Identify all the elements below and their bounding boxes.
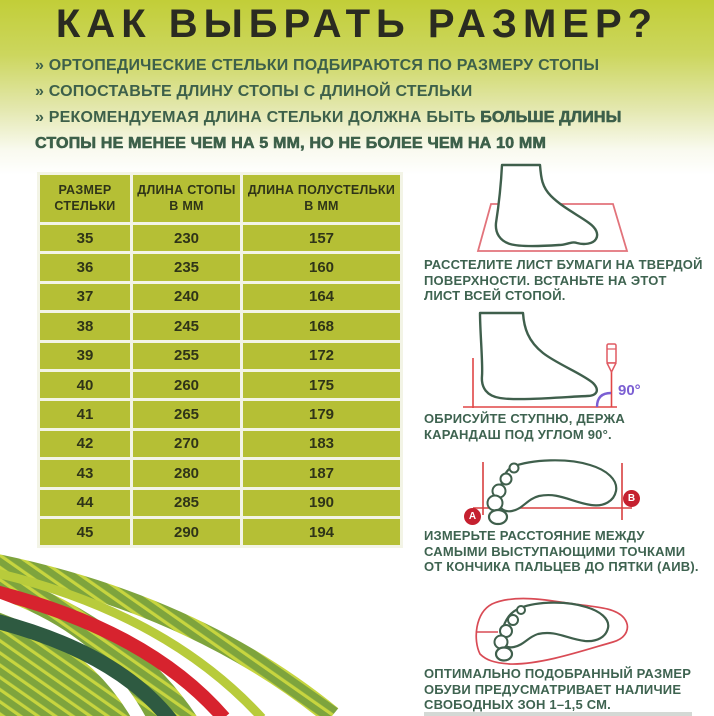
table-cell: 280 xyxy=(130,457,243,490)
table-cell: 45 xyxy=(37,515,133,549)
table-cell: 230 xyxy=(130,221,243,255)
table-cell: 157 xyxy=(240,221,403,255)
table-cell: 42 xyxy=(37,427,133,461)
instruction-caption-4: ОПТИМАЛЬНО ПОДОБРАННЫЙ РАЗМЕР ОБУВИ ПРЕД… xyxy=(424,666,692,712)
bullet-marker: » xyxy=(35,109,45,126)
table-row: 37 240 164 xyxy=(37,280,403,314)
footprint-measure-illustration: А В xyxy=(440,450,670,535)
column-header-insole-size: РАЗМЕР СТЕЛЬКИ xyxy=(37,172,133,225)
table-cell: 36 xyxy=(37,251,133,284)
table-row: 38 245 168 xyxy=(37,310,403,343)
table-row: 40 260 175 xyxy=(37,368,403,402)
table-row: 42 270 183 xyxy=(37,427,403,461)
table-cell: 265 xyxy=(130,398,243,431)
table-cell: 37 xyxy=(37,280,133,314)
table-cell: 255 xyxy=(130,339,243,372)
table-cell: 235 xyxy=(130,251,243,284)
table-cell: 38 xyxy=(37,310,133,343)
table-cell: 175 xyxy=(240,368,403,402)
table-row: 39 255 172 xyxy=(37,339,403,372)
table-row: 44 285 190 xyxy=(37,486,403,519)
table-cell: 290 xyxy=(130,515,243,549)
bullet-marker: » xyxy=(35,57,45,74)
table-row: 45 290 194 xyxy=(37,515,403,549)
instruction-caption-2: ОБРИСУЙТЕ СТУПНЮ, ДЕРЖА КАРАНДАШ ПОД УГЛ… xyxy=(424,411,625,442)
table-cell: 194 xyxy=(240,515,403,549)
foot-pencil-icon xyxy=(463,311,617,408)
page-title: КАК ВЫБРАТЬ РАЗМЕР? xyxy=(55,2,659,46)
bullet-item: » РЕКОМЕНДУЕМАЯ ДЛИНА СТЕЛЬКИ ДОЛЖНА БЫТ… xyxy=(35,105,635,157)
bullet-text: ОРТОПЕДИЧЕСКИЕ СТЕЛЬКИ ПОДБИРАЮТСЯ ПО РА… xyxy=(48,57,600,74)
instruction-caption-1: РАССТЕЛИТЕ ЛИСТ БУМАГИ НА ТВЕРДОЙ ПОВЕРХ… xyxy=(424,257,703,303)
table-cell: 160 xyxy=(240,251,403,284)
swoosh-decoration xyxy=(0,554,339,716)
table-cell: 168 xyxy=(240,310,403,343)
foot-pencil-illustration: 90° xyxy=(440,300,660,415)
table-cell: 187 xyxy=(240,457,403,490)
angle-90-label: 90° xyxy=(618,382,641,399)
bullet-text: РЕКОМЕНДУЕМАЯ ДЛИНА СТЕЛЬКИ ДОЛЖНА БЫТЬ xyxy=(48,109,481,126)
column-header-foot-length: ДЛИНА СТОПЫ В ММ xyxy=(130,172,243,225)
bullet-item: » ОРТОПЕДИЧЕСКИЕ СТЕЛЬКИ ПОДБИРАЮТСЯ ПО … xyxy=(35,53,635,79)
table-cell: 41 xyxy=(37,398,133,431)
table-cell: 240 xyxy=(130,280,243,314)
point-a-badge: А xyxy=(464,508,481,525)
footprint-insole-illustration xyxy=(440,593,670,668)
size-table: РАЗМЕР СТЕЛЬКИ ДЛИНА СТОПЫ В ММ ДЛИНА ПО… xyxy=(37,172,403,549)
table-cell: 40 xyxy=(37,368,133,402)
table-cell: 172 xyxy=(240,339,403,372)
table-row: 36 235 160 xyxy=(37,251,403,284)
instruction-caption-3: ИЗМЕРЬТЕ РАССТОЯНИЕ МЕЖДУ САМЫМИ ВЫСТУПА… xyxy=(424,528,699,574)
cropped-text-hint xyxy=(424,712,692,716)
table-cell: 179 xyxy=(240,398,403,431)
bullet-text-emphasis: БОЛЬШЕ ДЛИНЫ СТОПЫ НЕ МЕНЕЕ ЧЕМ НА 5 ММ,… xyxy=(35,109,622,153)
table-cell: 260 xyxy=(130,368,243,402)
footprint-measure-icon xyxy=(473,459,632,526)
bullet-marker: » xyxy=(35,83,45,100)
table-cell: 39 xyxy=(37,339,133,372)
size-table-header: РАЗМЕР СТЕЛЬКИ ДЛИНА СТОПЫ В ММ ДЛИНА ПО… xyxy=(37,172,403,225)
table-cell: 183 xyxy=(240,427,403,461)
table-row: 41 265 179 xyxy=(37,398,403,431)
bullet-text: СОПОСТАВЬТЕ ДЛИНУ СТОПЫ С ДЛИНОЙ СТЕЛЬКИ xyxy=(48,83,473,100)
table-cell: 190 xyxy=(240,486,403,519)
table-cell: 35 xyxy=(37,221,133,255)
foot-on-paper-illustration xyxy=(440,160,660,255)
column-header-half-insole-length: ДЛИНА ПОЛУСТЕЛЬКИ В ММ xyxy=(240,172,403,225)
bullet-item: » СОПОСТАВЬТЕ ДЛИНУ СТОПЫ С ДЛИНОЙ СТЕЛЬ… xyxy=(35,79,635,105)
table-row: 43 280 187 xyxy=(37,457,403,490)
table-cell: 245 xyxy=(130,310,243,343)
table-cell: 164 xyxy=(240,280,403,314)
size-table-body: 35 230 157 36 235 160 37 240 164 38 245 168 39 255 172… xyxy=(37,221,403,549)
table-row: 35 230 157 xyxy=(37,221,403,255)
foot-on-paper-icon xyxy=(476,163,629,252)
table-cell: 43 xyxy=(37,457,133,490)
point-b-badge: В xyxy=(623,490,640,507)
footprint-insole-icon xyxy=(475,597,629,665)
bullet-list: » ОРТОПЕДИЧЕСКИЕ СТЕЛЬКИ ПОДБИРАЮТСЯ ПО … xyxy=(35,53,635,157)
table-cell: 44 xyxy=(37,486,133,519)
table-cell: 285 xyxy=(130,486,243,519)
table-cell: 270 xyxy=(130,427,243,461)
